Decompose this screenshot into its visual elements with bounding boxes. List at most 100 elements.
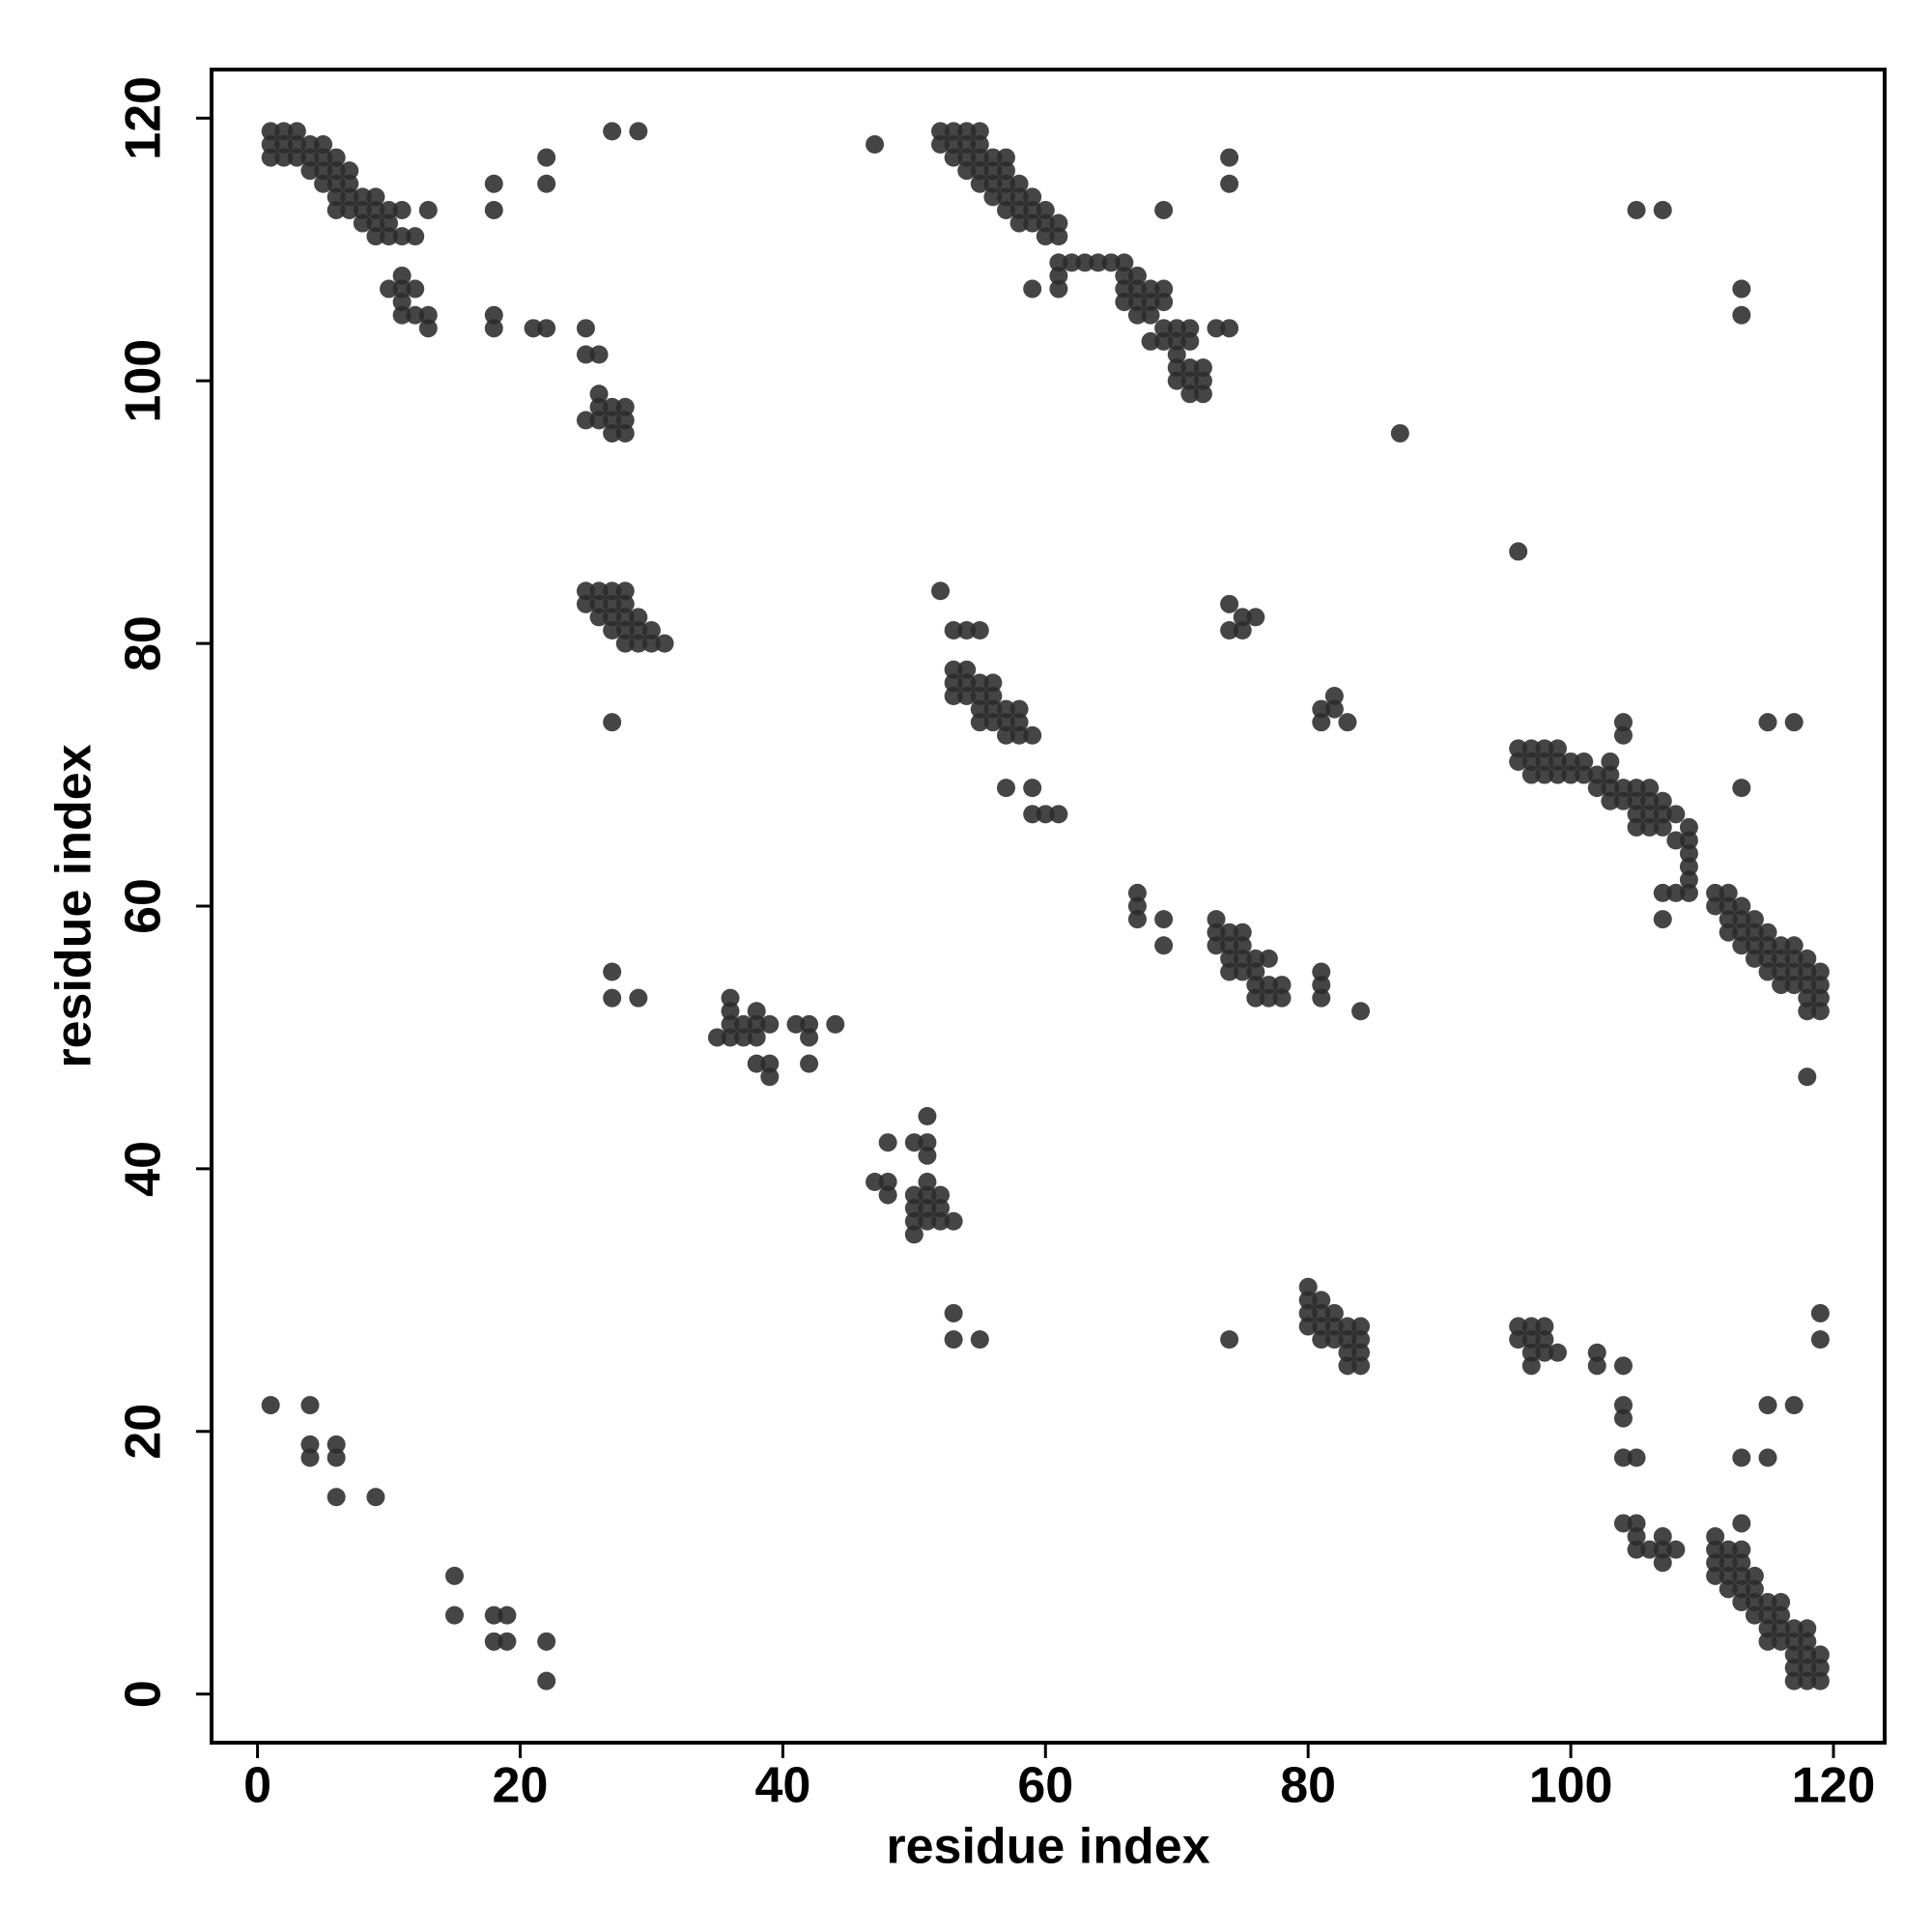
point — [603, 594, 622, 613]
point — [944, 1211, 963, 1231]
point — [340, 200, 359, 219]
point — [970, 673, 989, 693]
point — [1706, 1527, 1725, 1547]
point — [918, 1211, 937, 1231]
point — [996, 148, 1015, 167]
point — [1587, 1356, 1606, 1376]
point — [484, 174, 503, 193]
point — [1324, 699, 1344, 719]
point — [353, 187, 372, 207]
point — [615, 608, 635, 627]
point — [1535, 1343, 1554, 1362]
point — [1075, 253, 1094, 272]
point — [1758, 923, 1777, 942]
point — [1758, 1396, 1777, 1415]
point — [944, 660, 963, 679]
point — [1535, 1317, 1554, 1336]
point — [1312, 699, 1331, 719]
point — [996, 200, 1015, 219]
point — [970, 161, 989, 181]
point — [970, 148, 989, 167]
point — [1141, 331, 1160, 351]
point — [1640, 805, 1660, 824]
x-tick-label: 60 — [1017, 1758, 1073, 1814]
point — [1627, 1527, 1646, 1547]
point — [1784, 936, 1804, 955]
point — [340, 187, 359, 207]
point — [1745, 910, 1764, 929]
point — [1233, 936, 1252, 955]
point — [1312, 988, 1331, 1008]
point — [1601, 765, 1620, 784]
point — [380, 213, 399, 233]
point — [800, 1014, 819, 1034]
point — [589, 397, 609, 416]
point — [800, 1054, 819, 1073]
point — [866, 1172, 885, 1191]
point — [1772, 1632, 1791, 1651]
point — [1719, 896, 1738, 916]
point — [904, 1185, 923, 1205]
point — [1535, 739, 1554, 758]
point — [1049, 227, 1068, 246]
point — [1810, 976, 1830, 995]
point — [1351, 1343, 1371, 1362]
point — [406, 227, 425, 246]
point — [1167, 331, 1186, 351]
point — [1745, 1593, 1764, 1612]
point — [786, 1014, 806, 1034]
point — [615, 582, 635, 601]
point — [445, 1566, 465, 1585]
point — [721, 1014, 740, 1034]
point — [603, 713, 622, 732]
point — [1127, 896, 1147, 916]
point — [300, 148, 320, 167]
point — [1745, 1579, 1764, 1599]
point — [918, 1199, 937, 1218]
point — [1732, 1553, 1751, 1573]
point — [944, 134, 963, 154]
point — [1509, 1317, 1528, 1336]
point — [1640, 779, 1660, 798]
point — [1338, 1343, 1357, 1362]
point — [524, 319, 543, 338]
point — [1706, 883, 1725, 902]
point — [1207, 319, 1226, 338]
point — [721, 988, 740, 1008]
point — [1732, 305, 1751, 325]
point — [1154, 279, 1174, 298]
point — [1180, 371, 1200, 390]
point — [1167, 371, 1186, 390]
point — [1561, 765, 1580, 784]
point — [497, 1605, 517, 1625]
point — [1154, 936, 1174, 955]
point — [1207, 910, 1226, 929]
point — [261, 134, 280, 154]
point — [1653, 791, 1672, 810]
point — [615, 411, 635, 430]
point — [1009, 213, 1029, 233]
point — [1758, 1632, 1777, 1651]
point — [1220, 148, 1239, 167]
point — [1272, 976, 1292, 995]
point — [721, 1002, 740, 1021]
point — [1351, 1356, 1371, 1376]
point — [983, 148, 1003, 167]
point — [1798, 976, 1817, 995]
point — [1758, 962, 1777, 981]
plot-frame — [210, 68, 1887, 1745]
point — [1127, 266, 1147, 285]
point — [1023, 805, 1042, 824]
point — [1575, 765, 1594, 784]
point — [1798, 1067, 1817, 1087]
point — [629, 634, 648, 653]
point — [537, 1632, 556, 1651]
point — [1246, 988, 1265, 1008]
x-tick-label: 100 — [1529, 1758, 1613, 1814]
point — [484, 305, 503, 325]
point — [1324, 686, 1344, 705]
point — [983, 174, 1003, 193]
point — [1627, 1540, 1646, 1559]
point — [1351, 1317, 1371, 1336]
